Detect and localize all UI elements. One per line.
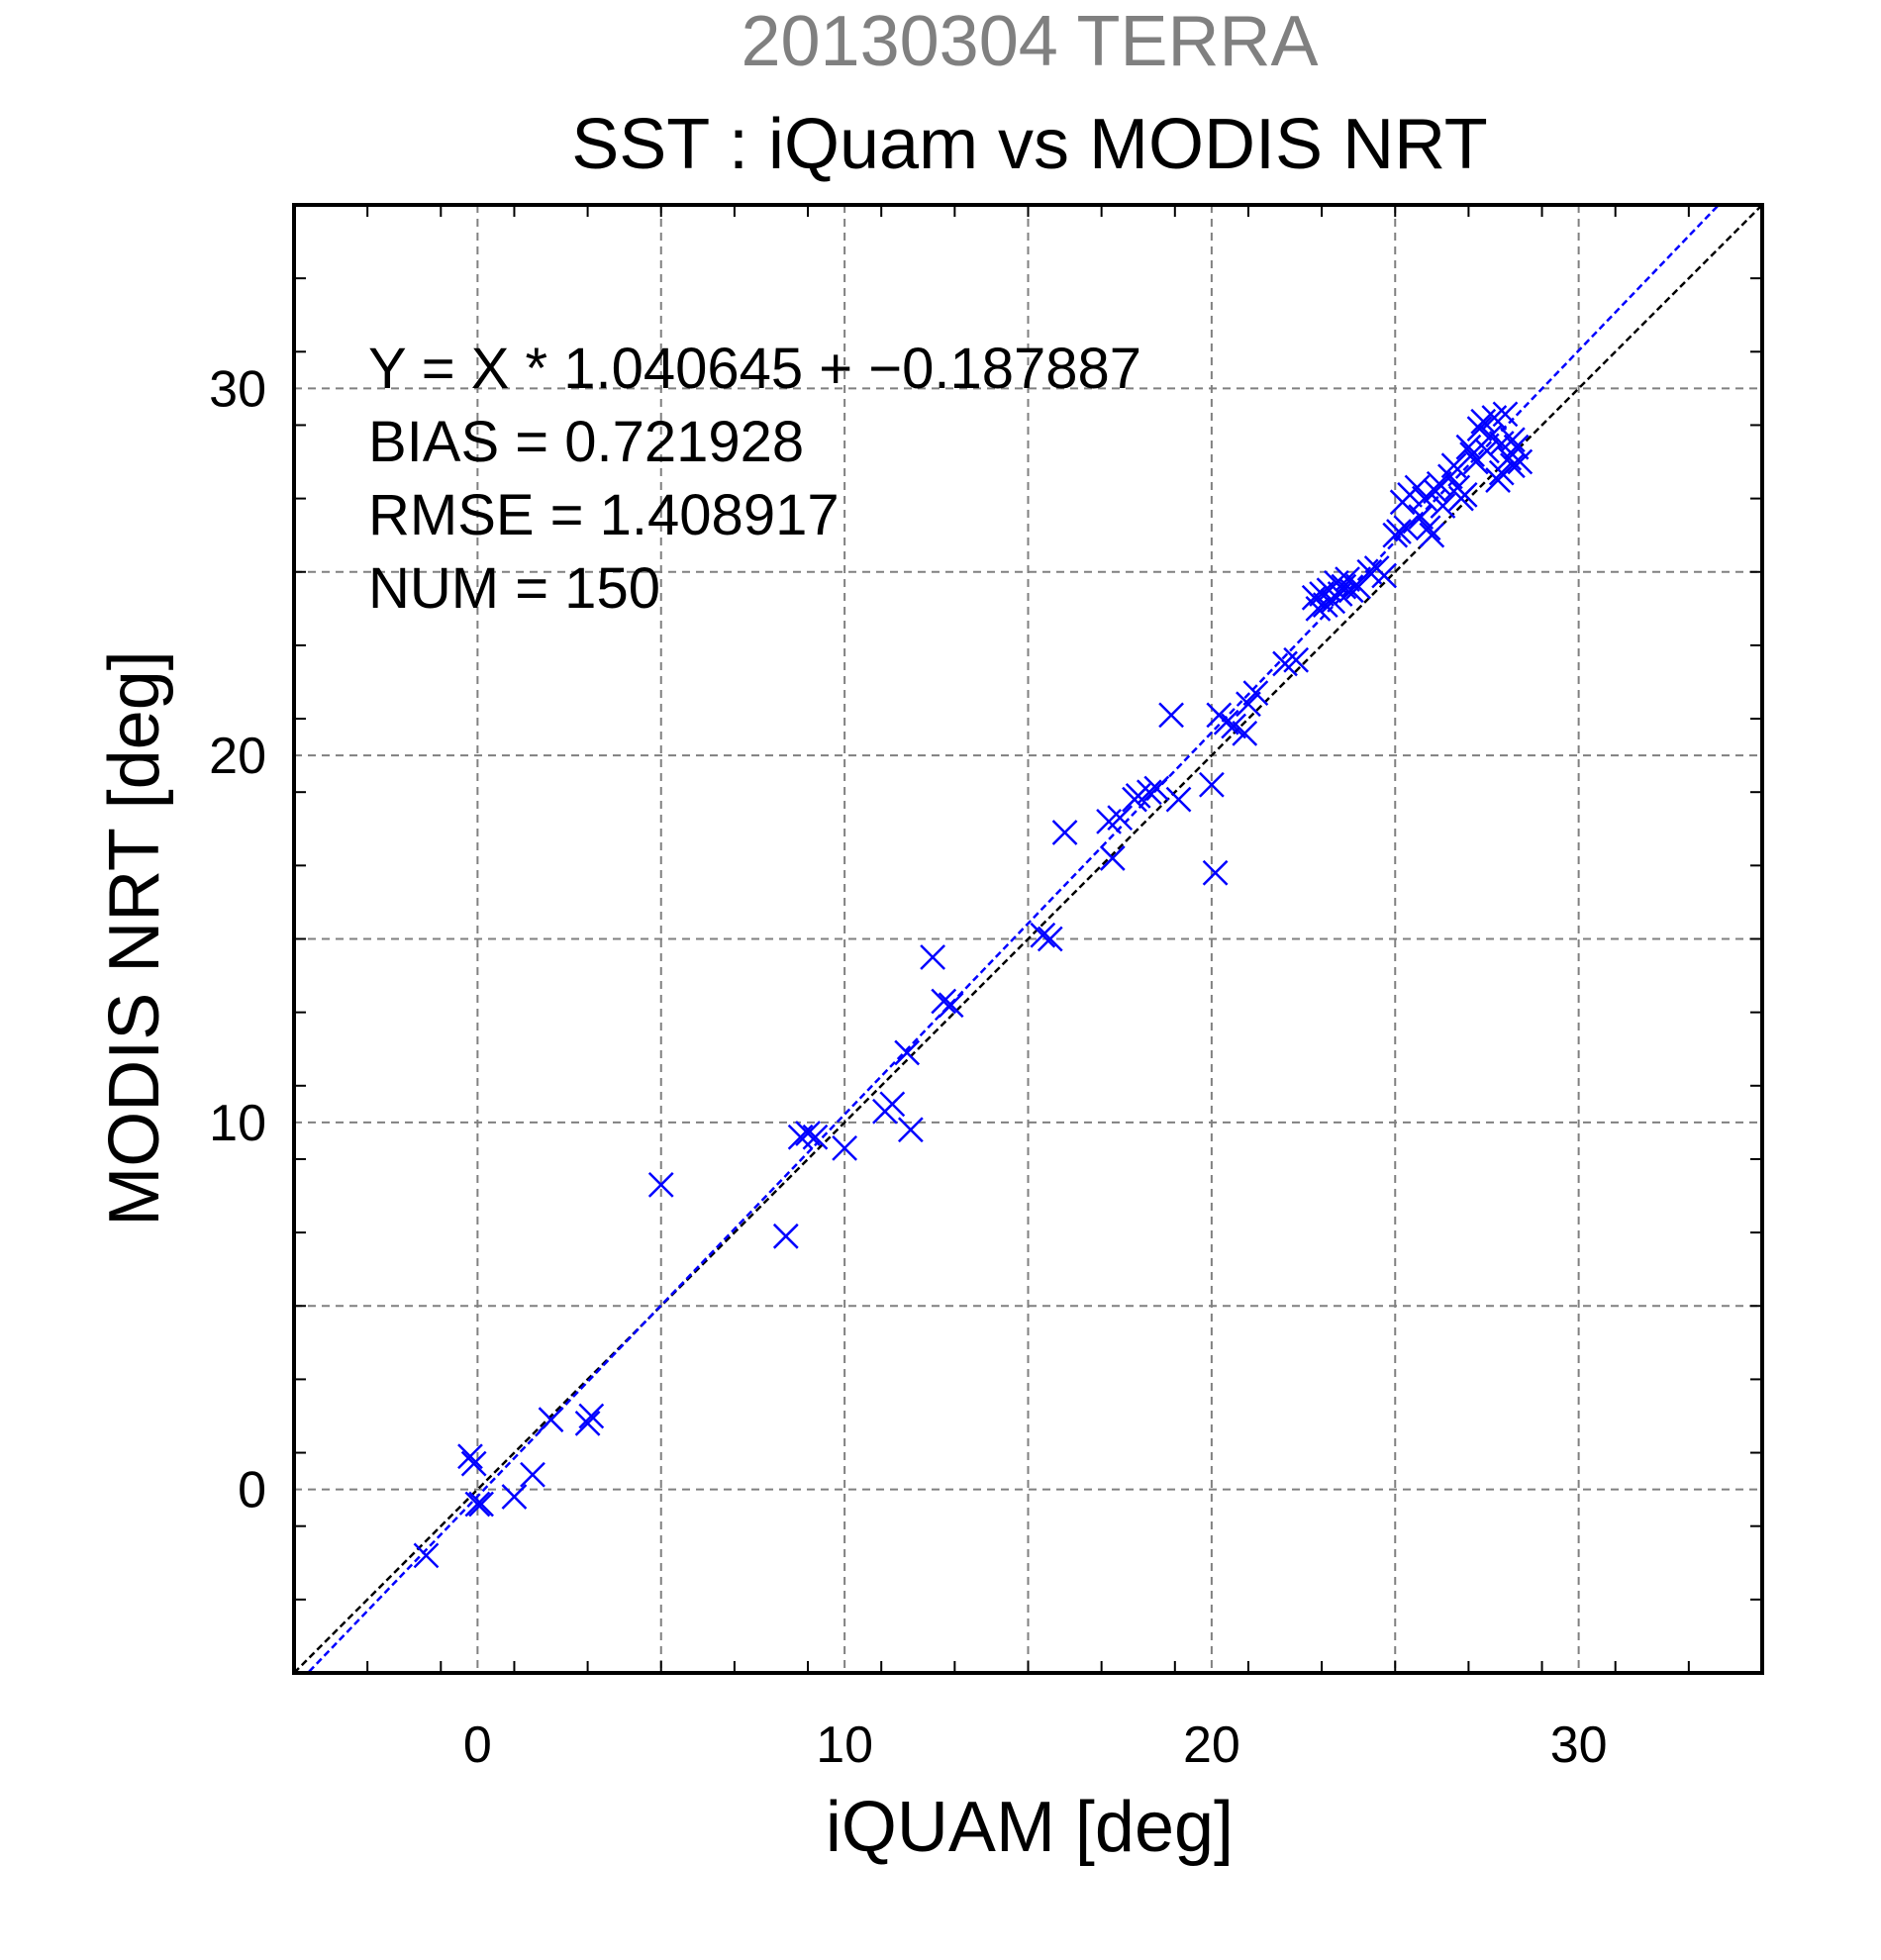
x-axis-label: iQUAM [deg] [826, 1788, 1234, 1867]
one-to-one-line [294, 205, 1762, 1673]
data-point [1107, 805, 1134, 832]
data-point [1356, 558, 1383, 585]
data-point [1221, 713, 1247, 739]
data-point [413, 1542, 440, 1569]
data-point [1386, 519, 1412, 544]
data-point [802, 1124, 829, 1150]
data-point [1440, 452, 1467, 479]
data-point [460, 1450, 487, 1477]
bias-stat: BIAS = 0.721928 [368, 410, 804, 474]
x-tick-label: 10 [816, 1716, 873, 1774]
data-point [538, 1407, 564, 1433]
y-tick-label: 30 [209, 360, 266, 418]
data-point [574, 1411, 601, 1436]
data-point [879, 1091, 906, 1118]
regression-fit-line [306, 205, 1721, 1673]
grid-lines [294, 205, 1762, 1673]
data-point [1503, 434, 1530, 460]
data-point [647, 1172, 674, 1198]
data-point [1419, 522, 1445, 548]
data-point [501, 1484, 528, 1510]
data-points [413, 401, 1534, 1569]
data-point [468, 1491, 494, 1518]
data-point [1202, 859, 1229, 886]
x-tick-label: 0 [463, 1716, 492, 1774]
stats-annotation: Y = X * 1.040645 + −0.187887 BIAS = 0.72… [368, 337, 1141, 621]
data-point [772, 1223, 799, 1249]
num-stat: NUM = 150 [368, 556, 660, 621]
data-point [457, 1443, 483, 1470]
y-tick-label: 20 [209, 728, 266, 785]
data-point [1393, 515, 1420, 541]
data-point [938, 992, 964, 1019]
data-point [1371, 562, 1398, 589]
fit-equation: Y = X * 1.040645 + −0.187887 [368, 337, 1141, 401]
data-point [1474, 438, 1500, 464]
x-tick-label: 30 [1550, 1716, 1608, 1774]
data-point [1143, 775, 1170, 802]
data-point [1451, 482, 1478, 508]
data-point [920, 944, 945, 970]
plot-frame [292, 203, 1764, 1675]
data-point [1305, 595, 1332, 622]
x-tick-labels: 0 10 20 30 [463, 1716, 1608, 1774]
data-point [520, 1461, 545, 1488]
rmse-stat: RMSE = 1.408917 [368, 483, 840, 547]
data-point [1158, 702, 1184, 729]
data-point [1430, 493, 1456, 519]
data-point [464, 1491, 491, 1518]
y-axis-label: MODIS NRT [deg] [95, 650, 174, 1226]
y-tick-label: 10 [209, 1095, 266, 1152]
data-point [1099, 845, 1126, 871]
data-point [1051, 820, 1078, 845]
y-tick-labels: 0 10 20 30 [209, 360, 266, 1519]
y-tick-label: 0 [238, 1462, 266, 1519]
data-point [1466, 416, 1493, 442]
data-point [832, 1134, 858, 1161]
data-point [1415, 515, 1441, 541]
data-point [1136, 779, 1162, 806]
data-point [1165, 786, 1192, 813]
data-point [1030, 922, 1056, 948]
chart-subtitle: SST : iQuam vs MODIS NRT [571, 105, 1488, 184]
data-point [1488, 459, 1515, 486]
x-tick-label: 20 [1183, 1716, 1240, 1774]
chart-title: 20130304 TERRA [741, 2, 1318, 81]
data-point [1037, 926, 1063, 952]
data-point [578, 1403, 605, 1429]
data-point [1232, 720, 1258, 746]
data-point [897, 1117, 924, 1143]
data-point [787, 1124, 814, 1150]
data-point [1236, 691, 1261, 718]
data-point [795, 1121, 821, 1146]
data-point [1213, 709, 1239, 735]
data-point [1242, 680, 1269, 706]
data-point [931, 988, 957, 1015]
data-point [1492, 401, 1519, 428]
data-point [894, 1039, 921, 1066]
data-point [1283, 646, 1310, 673]
data-point [1500, 427, 1526, 453]
data-point [1198, 771, 1225, 798]
data-point [1507, 448, 1534, 475]
